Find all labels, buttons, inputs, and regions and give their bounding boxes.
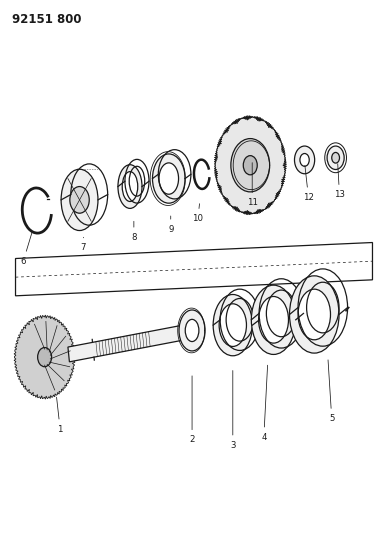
Text: 12: 12 [303, 165, 314, 201]
Circle shape [38, 348, 52, 367]
Circle shape [70, 187, 89, 213]
Text: 11: 11 [247, 163, 258, 207]
Ellipse shape [298, 289, 331, 340]
Ellipse shape [289, 276, 339, 353]
Ellipse shape [159, 163, 178, 194]
Polygon shape [68, 326, 181, 362]
Text: 5: 5 [328, 360, 334, 423]
Ellipse shape [118, 165, 142, 208]
Ellipse shape [122, 172, 138, 201]
Text: 13: 13 [334, 164, 345, 199]
Text: 6: 6 [21, 232, 32, 265]
Text: 3: 3 [230, 370, 236, 449]
Text: 9: 9 [168, 216, 173, 233]
Text: 4: 4 [261, 365, 268, 441]
Text: 10: 10 [192, 204, 203, 223]
Ellipse shape [61, 169, 98, 230]
Ellipse shape [219, 304, 246, 346]
Ellipse shape [152, 154, 185, 203]
Circle shape [300, 154, 309, 166]
Text: 8: 8 [131, 221, 137, 241]
Text: 7: 7 [81, 237, 86, 252]
Circle shape [327, 146, 344, 169]
Text: 92151 800: 92151 800 [12, 13, 81, 26]
Ellipse shape [258, 296, 288, 343]
Ellipse shape [251, 285, 296, 354]
Circle shape [17, 319, 73, 395]
Circle shape [294, 146, 315, 174]
Circle shape [332, 152, 340, 163]
Circle shape [243, 156, 257, 175]
Polygon shape [215, 116, 286, 215]
Polygon shape [14, 315, 75, 399]
Circle shape [217, 120, 283, 211]
Circle shape [231, 139, 270, 192]
Text: 2: 2 [189, 376, 195, 444]
Text: 1: 1 [57, 397, 63, 433]
Ellipse shape [179, 310, 205, 351]
Ellipse shape [213, 294, 253, 356]
Ellipse shape [185, 319, 199, 342]
